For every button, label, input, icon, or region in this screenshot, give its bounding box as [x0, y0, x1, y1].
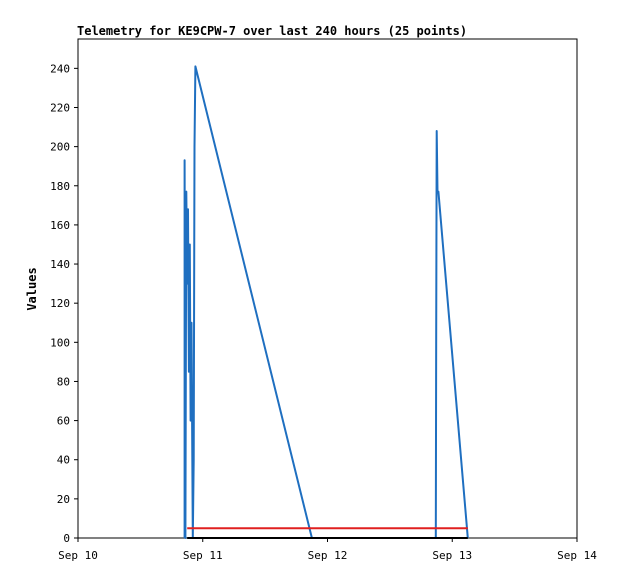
y-tick-label: 180: [50, 180, 70, 193]
y-tick-label: 80: [57, 375, 70, 388]
y-tick-label: 20: [57, 493, 70, 506]
y-tick-label: 220: [50, 101, 70, 114]
y-tick-label: 140: [50, 258, 70, 271]
y-tick-label: 100: [50, 336, 70, 349]
x-tick-label: Sep 11: [183, 549, 223, 562]
axis-ticks: 0 20 40 60 80 100 120 140 160 180 200 220 240 Sep 10 S…: [50, 62, 597, 562]
data-series: [183, 65, 469, 539]
y-tick-label: 60: [57, 415, 70, 428]
y-tick-label: 0: [63, 532, 70, 545]
y-tick-label: 120: [50, 297, 70, 310]
x-tick-label: Sep 10: [58, 549, 98, 562]
y-tick-label: 40: [57, 454, 70, 467]
x-tick-label: Sep 12: [308, 549, 348, 562]
x-tick-label: Sep 14: [557, 549, 597, 562]
y-tick-label: 240: [50, 62, 70, 75]
x-tick-label: Sep 13: [432, 549, 472, 562]
y-tick-label: 200: [50, 141, 70, 154]
y-axis-label: Values: [25, 267, 39, 310]
chart-title: Telemetry for KE9CPW-7 over last 240 hou…: [77, 24, 467, 38]
y-tick-label: 160: [50, 219, 70, 232]
plot-area: [77, 38, 578, 539]
